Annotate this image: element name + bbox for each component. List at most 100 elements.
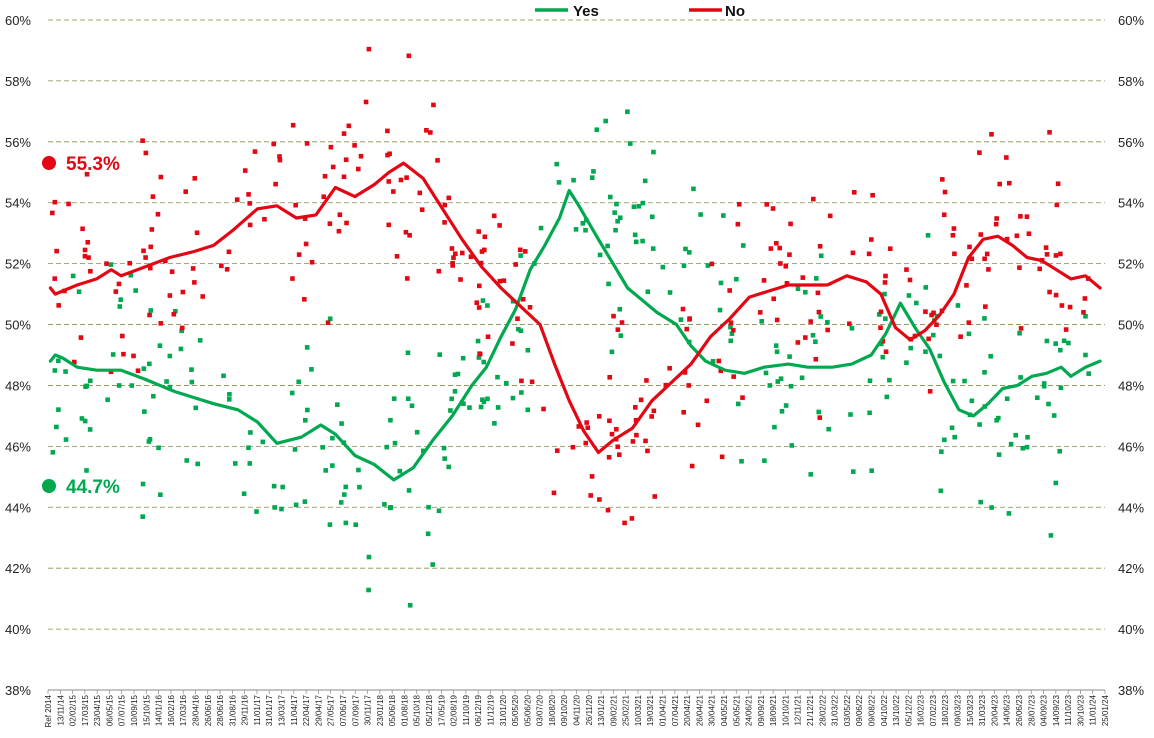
- no-poll-point: [984, 251, 990, 257]
- yes-poll-point: [495, 405, 501, 410]
- yes-poll-point: [908, 345, 914, 351]
- yes-poll-point: [783, 403, 789, 408]
- y-tick-label-right: 58%: [1118, 74, 1144, 89]
- yes-poll-point: [148, 308, 154, 313]
- yes-poll-point: [580, 221, 586, 226]
- yes-poll-point: [446, 464, 452, 470]
- no-poll-point: [302, 216, 308, 221]
- legend-no-label: No: [725, 3, 745, 20]
- no-poll-point: [633, 405, 638, 410]
- yes-poll-point: [988, 353, 994, 359]
- yes-poll-point: [609, 349, 615, 355]
- no-poll-point: [982, 256, 987, 262]
- yes-poll-point: [942, 437, 947, 443]
- yes-poll-point: [442, 456, 447, 461]
- no-poll-point: [180, 289, 186, 295]
- x-tick-label: 22/04/17: [302, 694, 311, 726]
- no-poll-point: [1053, 253, 1059, 258]
- no-poll-point: [155, 211, 161, 217]
- no-poll-point: [449, 246, 455, 251]
- no-poll-point: [497, 223, 502, 228]
- yes-poll-point: [729, 331, 735, 336]
- no-poll-point: [344, 220, 349, 226]
- x-tick-label: 28/02/22: [818, 694, 827, 726]
- yes-poll-point: [597, 252, 603, 258]
- yes-poll-point: [88, 378, 93, 384]
- no-poll-point: [513, 262, 519, 267]
- no-poll-point: [638, 397, 644, 403]
- no-poll-point: [704, 398, 710, 404]
- y-tick-label-right: 42%: [1118, 561, 1144, 576]
- no-poll-point: [663, 382, 669, 388]
- yes-poll-point: [982, 370, 987, 375]
- yes-poll-point: [603, 118, 608, 124]
- yes-poll-point: [925, 233, 931, 238]
- no-poll-point: [808, 319, 814, 324]
- yes-poll-point: [591, 169, 596, 174]
- no-poll-point: [1055, 181, 1061, 187]
- yes-poll-point: [1034, 395, 1040, 400]
- no-poll-point: [497, 278, 503, 284]
- x-tick-label: 13/11/14: [56, 694, 65, 725]
- yes-poll-point: [279, 506, 284, 512]
- yes-poll-point: [1083, 352, 1088, 358]
- x-tick-label: 09/02/21: [609, 694, 618, 726]
- no-poll-point: [629, 516, 635, 521]
- yes-poll-point: [164, 379, 169, 384]
- no-poll-point: [330, 164, 336, 170]
- x-tick-label: 31/01/17: [265, 694, 274, 726]
- no-poll-point: [398, 177, 404, 183]
- yes-poll-point: [52, 368, 58, 373]
- no-poll-point: [966, 320, 972, 325]
- no-poll-point: [468, 254, 474, 260]
- no-poll-point: [584, 420, 589, 425]
- no-poll-point: [336, 228, 342, 234]
- no-poll-point: [419, 207, 425, 213]
- yes-poll-point: [296, 379, 302, 385]
- no-poll-point: [88, 268, 93, 274]
- no-poll-point: [934, 322, 939, 328]
- yes-poll-point: [475, 338, 481, 344]
- x-tick-label: 05/05/20: [511, 694, 520, 726]
- yes-poll-point: [305, 407, 310, 413]
- yes-poll-point: [179, 328, 184, 334]
- yes-poll-point: [441, 445, 447, 451]
- yes-poll-point: [660, 264, 666, 270]
- x-tick-label: 05/10/18: [413, 694, 422, 726]
- yes-poll-point: [391, 396, 397, 401]
- y-axis-left: 38% 40% 42% 44% 46% 48% 50% 52% 54% 56% 58% 60%: [5, 13, 31, 698]
- x-tick-label: 07/06/17: [339, 694, 348, 726]
- no-poll-point: [387, 151, 392, 157]
- no-poll-point: [633, 417, 639, 423]
- x-tick-label: 31/03/22: [831, 694, 840, 726]
- no-poll-point: [784, 281, 790, 286]
- no-poll-point: [192, 280, 197, 285]
- no-poll-point: [939, 177, 945, 182]
- yes-result-value: 44.7%: [66, 477, 120, 498]
- yes-poll-point: [84, 468, 89, 473]
- yes-poll-point: [554, 161, 560, 167]
- yes-poll-point: [189, 379, 195, 385]
- x-tick-label: 28/04/16: [191, 694, 200, 726]
- yes-poll-point: [878, 341, 884, 347]
- no-poll-point: [727, 288, 732, 293]
- yes-poll-point: [710, 359, 716, 364]
- x-tick-label: 20/04/23: [990, 694, 999, 726]
- yes-poll-point: [327, 316, 333, 322]
- no-poll-point: [405, 276, 410, 281]
- yes-poll-point: [105, 397, 110, 403]
- x-tick-label: 12/11/21: [794, 694, 803, 725]
- yes-poll-point: [1017, 330, 1022, 336]
- x-tick-label: 05/12/22: [904, 694, 913, 726]
- no-poll-point: [815, 290, 821, 296]
- x-tick-label: 28/06/16: [216, 694, 225, 726]
- no-poll-point: [709, 261, 715, 267]
- yes-poll-point: [962, 378, 967, 384]
- no-poll-point: [887, 246, 893, 251]
- no-poll-point: [777, 245, 783, 251]
- no-result-value: 55.3%: [66, 154, 120, 175]
- yes-poll-point: [271, 483, 277, 489]
- yes-poll-point: [452, 389, 458, 394]
- y-tick-label-right: 44%: [1118, 500, 1144, 515]
- yes-poll-point: [1041, 383, 1047, 389]
